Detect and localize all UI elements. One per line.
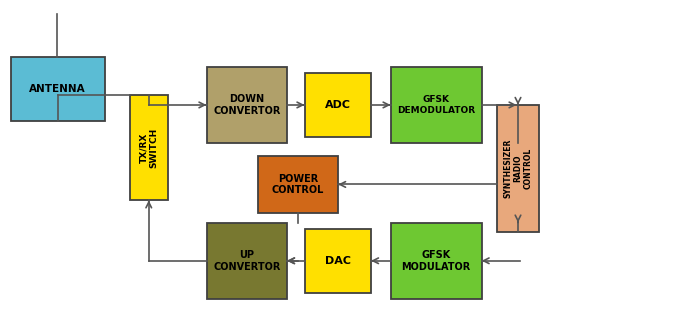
Text: POWER
CONTROL: POWER CONTROL (272, 174, 324, 195)
Bar (391, 67, 482, 143)
Bar (304, 229, 371, 293)
Bar (304, 73, 371, 137)
Bar (10, 57, 105, 121)
Bar (258, 156, 338, 213)
Text: UP
CONVERTOR: UP CONVERTOR (213, 250, 281, 272)
Text: ANTENNA: ANTENNA (29, 84, 86, 94)
Bar (130, 95, 168, 200)
Bar (206, 67, 287, 143)
Text: GFSK
MODULATOR: GFSK MODULATOR (402, 250, 470, 272)
Bar (497, 105, 539, 232)
Bar (391, 223, 482, 299)
Text: DAC: DAC (325, 256, 351, 266)
Bar (206, 223, 287, 299)
Text: DOWN
CONVERTOR: DOWN CONVERTOR (213, 94, 281, 116)
Text: SYNTHESIZER
RADIO
CONTROL: SYNTHESIZER RADIO CONTROL (503, 139, 533, 198)
Text: GFSK
DEMODULATOR: GFSK DEMODULATOR (397, 95, 475, 115)
Text: ADC: ADC (325, 100, 351, 110)
Text: TX/RX
SWITCH: TX/RX SWITCH (139, 128, 158, 168)
